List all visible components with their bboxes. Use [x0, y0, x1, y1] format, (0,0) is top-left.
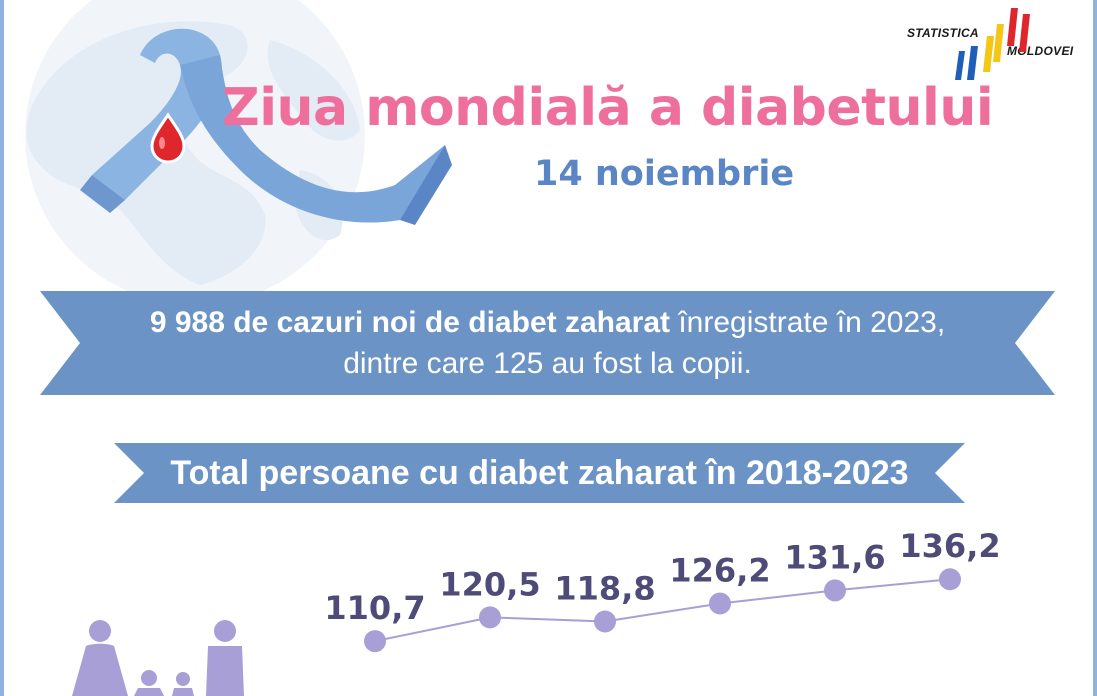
data-point-2023 — [939, 568, 961, 591]
logo-bars-icon — [955, 8, 1030, 80]
series-line — [374, 578, 951, 643]
data-label-2019: 120,5 — [439, 565, 540, 603]
blood-drop-icon — [150, 112, 186, 164]
data-point-2018 — [364, 630, 386, 653]
line-chart: 110,7 120,5 118,8 126,2 131,6 136,2 — [324, 527, 1000, 653]
data-label-2020: 118,8 — [554, 569, 655, 607]
data-point-2021 — [709, 592, 731, 615]
data-point-2020 — [594, 610, 616, 633]
new-cases-line2: dintre care 125 au fost la copii. — [343, 347, 752, 380]
new-cases-rest: înregistrate în 2023, — [670, 306, 946, 339]
chart-title: Total persoane cu diabet zaharat în 2018… — [170, 454, 909, 492]
data-label-2023: 136,2 — [899, 527, 1000, 565]
data-point-2019 — [479, 606, 501, 629]
page-date: 14 noiembrie — [534, 154, 795, 194]
data-label-2021: 126,2 — [669, 552, 770, 590]
data-point-2022 — [824, 579, 846, 602]
blue-awareness-ribbon-icon — [80, 28, 452, 225]
statistica-moldovei-logo: STATISTICA MOLDOVEI — [905, 4, 1090, 84]
chart-title-banner — [114, 443, 965, 503]
data-label-2018: 110,7 — [324, 589, 425, 627]
page-title: Ziua mondială a diabetului — [222, 78, 994, 138]
new-cases-bold: 9 988 de cazuri noi de diabet zaharat — [149, 306, 670, 339]
new-cases-text: 9 988 de cazuri noi de diabet zaharat în… — [40, 291, 1055, 395]
logo-line1: STATISTICA — [907, 26, 979, 40]
right-border — [1093, 0, 1097, 696]
new-cases-banner — [40, 291, 1055, 395]
left-border — [0, 0, 4, 696]
family-people-icon — [72, 620, 244, 696]
data-label-2022: 131,6 — [784, 538, 885, 576]
